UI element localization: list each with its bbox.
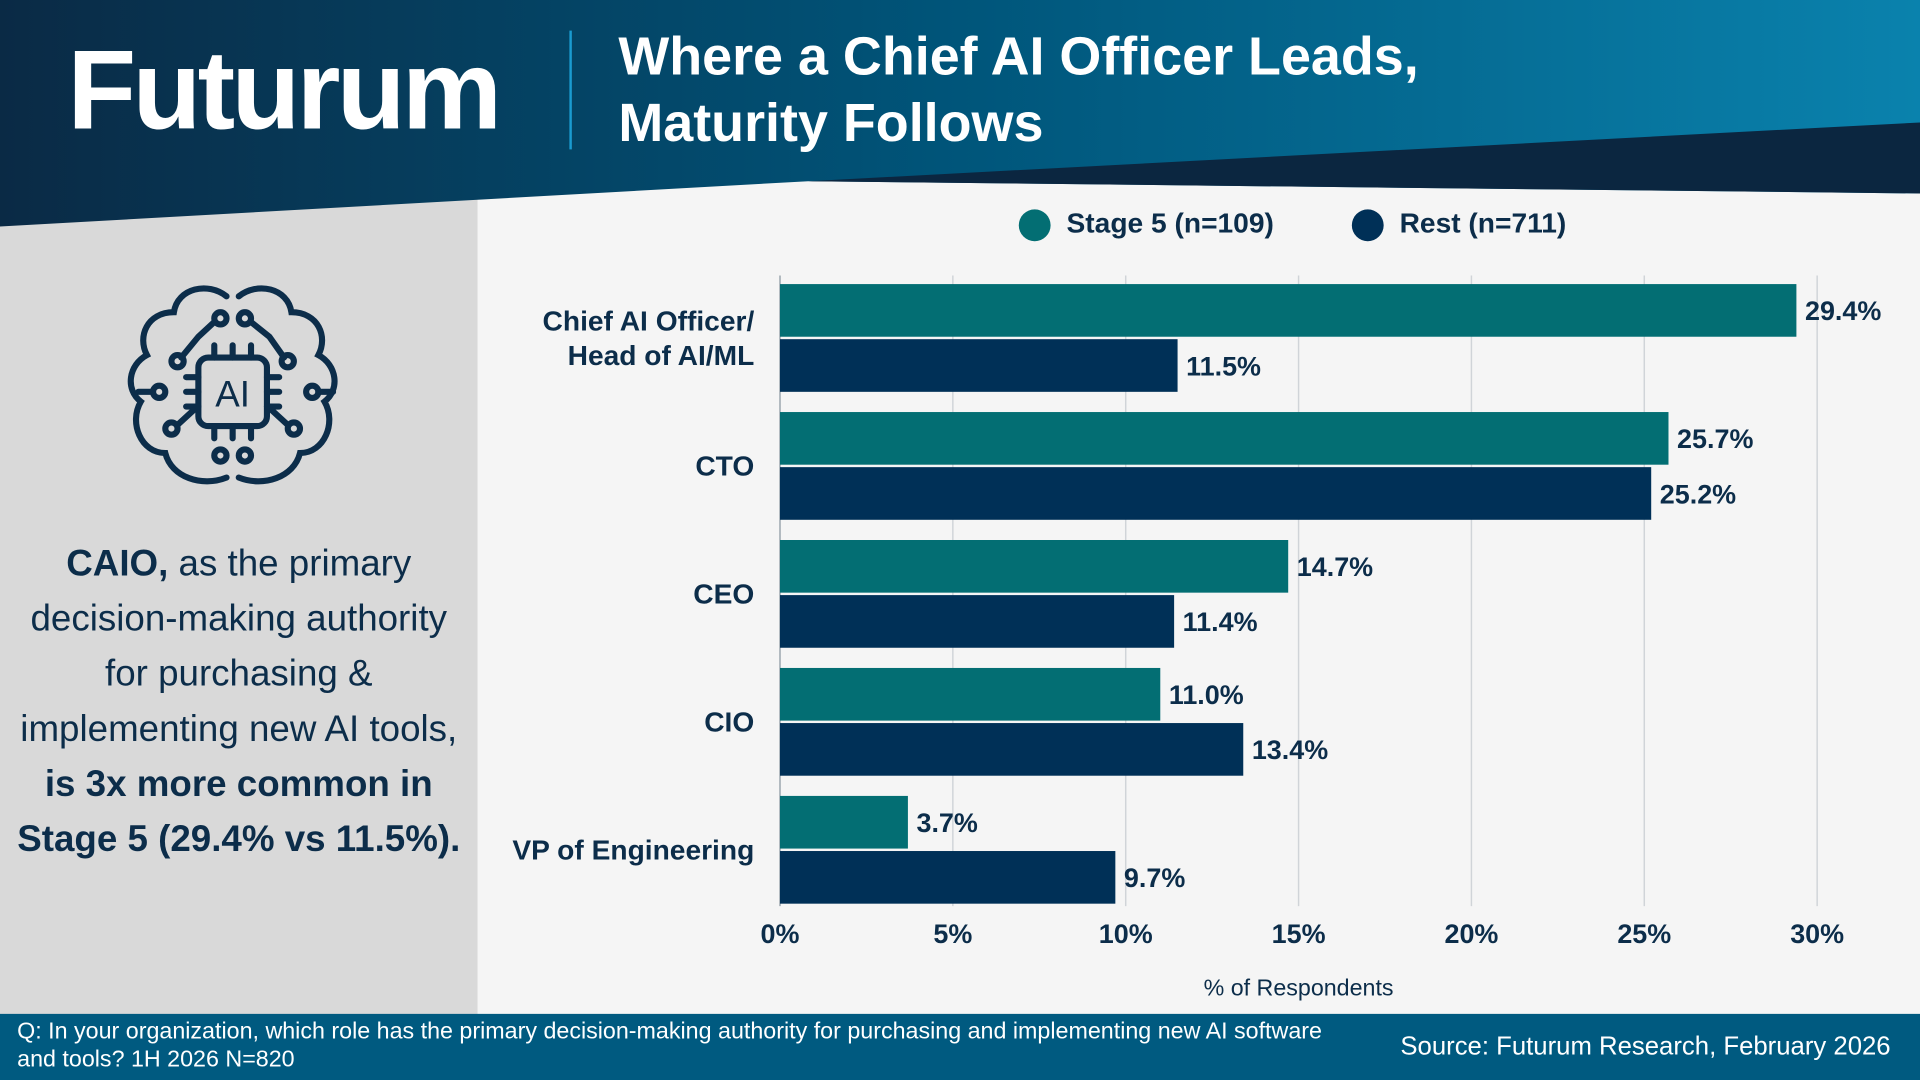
x-tick-label: 0% — [761, 919, 800, 949]
bar-rest — [780, 467, 1652, 520]
callout-bold-1: CAIO, — [66, 543, 169, 585]
bar-rest — [780, 339, 1178, 392]
callout-normal: as the primary decision-making authority… — [20, 543, 458, 750]
data-label: 9.7% — [1124, 863, 1185, 893]
x-tick-label: 25% — [1617, 919, 1671, 949]
category-label: CEO — [693, 579, 754, 610]
data-label: 3.7% — [916, 808, 977, 838]
bar-rest — [780, 851, 1116, 904]
data-label: 29.4% — [1805, 296, 1881, 326]
data-label: 11.0% — [1169, 680, 1244, 710]
legend-label: Rest (n=711) — [1400, 208, 1567, 239]
category-label: CTO — [695, 451, 754, 482]
futurum-logo: Futurum — [67, 28, 502, 154]
bar-stage5 — [780, 795, 908, 849]
category-label: VP of Engineering — [512, 835, 754, 866]
bar-rest — [780, 595, 1175, 648]
data-label: 14.7% — [1297, 552, 1373, 582]
page-title: Where a Chief AI Officer Leads, Maturity… — [618, 24, 1418, 156]
bar-stage5 — [780, 412, 1669, 465]
bar-rest — [780, 723, 1244, 776]
legend-label: Stage 5 (n=109) — [1067, 208, 1274, 239]
x-axis-title: % of Respondents — [1204, 975, 1394, 1001]
title-line-2: Maturity Follows — [618, 93, 1044, 154]
x-tick-label: 30% — [1790, 919, 1844, 949]
x-tick-label: 5% — [933, 919, 972, 949]
data-label: 11.4% — [1183, 607, 1258, 637]
category-label: Chief AI Officer/ — [543, 306, 755, 337]
bar-stage5 — [780, 540, 1289, 593]
callout-text: CAIO, as the primary decision-making aut… — [12, 536, 465, 867]
legend-swatch-rest — [1351, 209, 1384, 242]
x-tick-label: 20% — [1444, 919, 1498, 949]
bar-stage5 — [780, 667, 1161, 721]
data-label: 11.5% — [1186, 351, 1261, 381]
legend-swatch-stage5 — [1018, 209, 1051, 242]
data-label: 25.2% — [1660, 479, 1736, 509]
footer — [0, 1013, 1920, 1080]
left-panel — [0, 195, 478, 1017]
x-tick-label: 10% — [1099, 919, 1153, 949]
category-label: Head of AI/ML — [568, 340, 755, 371]
svg-text:AI: AI — [215, 374, 250, 415]
x-tick-label: 15% — [1272, 919, 1326, 949]
bar-stage5 — [780, 284, 1797, 337]
data-label: 25.7% — [1677, 424, 1753, 454]
title-line-1: Where a Chief AI Officer Leads, — [618, 26, 1419, 87]
survey-question: Q: In your organization, which role has … — [17, 1018, 1322, 1073]
ai-brain-icon: AI — [127, 285, 338, 485]
category-label: CIO — [704, 707, 754, 738]
header-divider — [569, 30, 572, 150]
data-label: 13.4% — [1252, 735, 1328, 765]
callout-bold-2: is 3x more common in Stage 5 (29.4% vs 1… — [17, 764, 461, 860]
source-note: Source: Futurum Research, February 2026 — [1400, 1032, 1891, 1061]
